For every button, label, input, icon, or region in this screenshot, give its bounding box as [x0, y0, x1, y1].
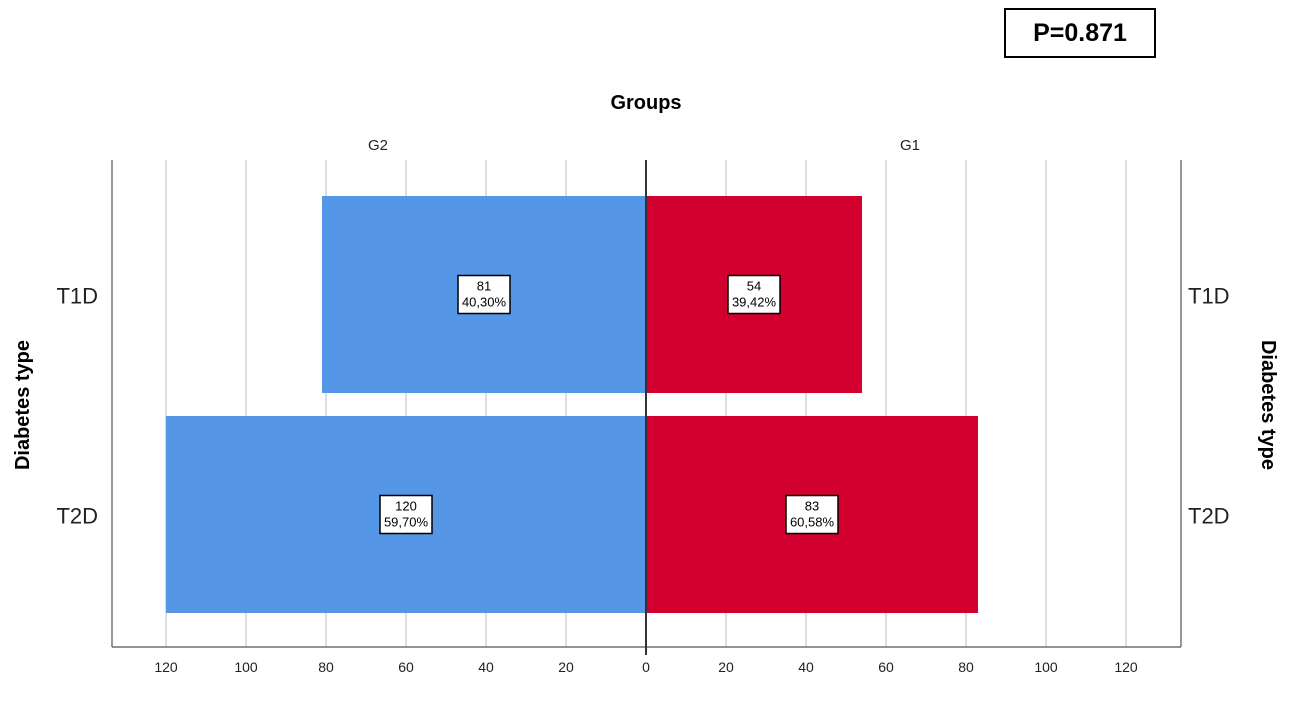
data-label-count-g1-t1d: 54 — [747, 279, 761, 294]
data-label-box-g2-t2d — [379, 494, 433, 535]
data-label-percent-g2-t1d: 40,30% — [462, 295, 507, 310]
data-label-count-g2-t2d: 120 — [395, 499, 417, 514]
y-axis-title-right: Diabetes type — [1257, 340, 1279, 470]
x-tick-label-right-40: 40 — [798, 659, 814, 675]
y-axis-title-left: Diabetes type — [12, 340, 34, 470]
x-tick-label-right-60: 60 — [878, 659, 894, 675]
data-label-box-g2-t1d — [457, 274, 511, 315]
panel-label-g1: G1 — [900, 137, 920, 154]
data-label-percent-g1-t1d: 39,42% — [732, 295, 777, 310]
x-tick-label-left-100: 100 — [234, 659, 258, 675]
category-label-right-t2d: T2D — [1188, 504, 1230, 529]
category-label-left-t1d: T1D — [56, 284, 98, 309]
data-label-percent-g1-t2d: 60,58% — [790, 515, 835, 530]
data-label-count-g1-t2d: 83 — [805, 499, 819, 514]
x-tick-label-right-100: 100 — [1034, 659, 1058, 675]
category-label-right-t1d: T1D — [1188, 284, 1230, 309]
data-label-count-g2-t1d: 81 — [477, 279, 491, 294]
x-tick-label-left-60: 60 — [398, 659, 414, 675]
x-tick-label-right-80: 80 — [958, 659, 974, 675]
x-tick-label-left-40: 40 — [478, 659, 494, 675]
x-tick-label-left-20: 20 — [558, 659, 574, 675]
panel-label-g2: G2 — [368, 137, 388, 154]
x-tick-label-left-80: 80 — [318, 659, 334, 675]
x-tick-label-center: 0 — [642, 659, 650, 675]
p-value-text: P=0.871 — [1033, 18, 1127, 47]
x-tick-label-right-20: 20 — [718, 659, 734, 675]
data-label-box-g1-t2d — [785, 494, 839, 535]
p-value-box: P=0.871 — [1004, 8, 1156, 58]
data-label-box-g1-t1d — [727, 274, 781, 315]
x-tick-label-left-120: 120 — [154, 659, 178, 675]
x-tick-label-right-120: 120 — [1114, 659, 1138, 675]
category-label-left-t2d: T2D — [56, 504, 98, 529]
data-label-percent-g2-t2d: 59,70% — [384, 515, 429, 530]
chart-title: Groups — [610, 92, 681, 114]
